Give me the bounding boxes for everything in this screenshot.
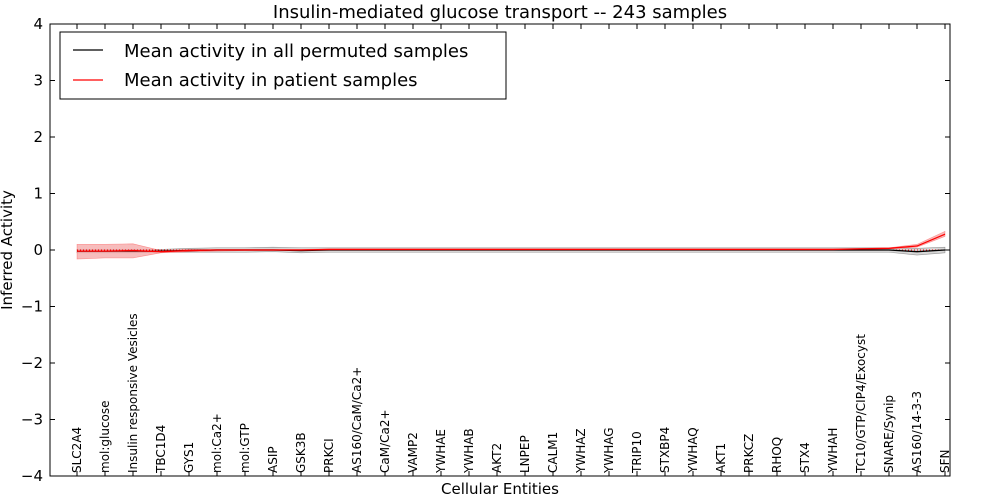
category-label: GYS1 xyxy=(182,442,196,473)
category-labels: SLC2A4 mol:glucose Insulin responsive Vesi… xyxy=(70,313,952,474)
chart-title: Insulin-mediated glucose transport -- 24… xyxy=(273,2,727,23)
category-label: CALM1 xyxy=(546,432,560,473)
category-label: YWHAH xyxy=(826,428,840,474)
category-label: TBC1D4 xyxy=(154,425,168,474)
category-label: Insulin responsive Vesicles xyxy=(126,313,140,473)
y-tick-label: 2 xyxy=(33,128,43,146)
y-tick-label: 0 xyxy=(33,241,43,259)
series-lines xyxy=(77,233,946,253)
y-tick-label: −4 xyxy=(21,467,43,485)
x-axis-ticks xyxy=(76,24,946,476)
category-label: TC10/GTP/CIP4/Exocyst xyxy=(854,334,868,474)
category-label: STX4 xyxy=(798,442,812,473)
y-tick-label: −3 xyxy=(21,411,43,429)
y-axis-label: Inferred Activity xyxy=(0,190,16,310)
confidence-bands xyxy=(76,230,946,260)
y-tick-label: −2 xyxy=(21,354,43,372)
category-label: VAMP2 xyxy=(406,432,420,473)
category-label: AS160/CaM/Ca2+ xyxy=(350,367,364,473)
category-label: AKT1 xyxy=(714,443,728,473)
category-label: PRKCZ xyxy=(742,434,756,473)
category-label: PRKCI xyxy=(322,438,336,473)
category-label: TRIP10 xyxy=(630,431,644,474)
category-label: mol:GTP xyxy=(238,423,252,473)
y-tick-label: 4 xyxy=(33,15,43,33)
category-label: STXBP4 xyxy=(658,427,672,473)
category-label: YWHAB xyxy=(462,428,476,474)
category-label: SNARE/Synip xyxy=(882,395,896,473)
legend: Mean activity in all permuted samples Me… xyxy=(59,31,507,100)
category-label: SFN xyxy=(938,450,952,474)
y-axis-ticks: −4 −3 −2 −1 0 1 2 3 4 xyxy=(21,15,950,485)
line-series-1 xyxy=(77,233,946,253)
legend-box xyxy=(59,31,507,100)
legend-label-permuted: Mean activity in all permuted samples xyxy=(124,41,468,62)
category-label: AS160/14-3-3 xyxy=(910,391,924,473)
y-tick-label: 1 xyxy=(33,185,43,203)
legend-label-patient: Mean activity in patient samples xyxy=(124,70,418,91)
category-label: LNPEP xyxy=(518,435,532,473)
category-label: YWHAZ xyxy=(574,428,588,474)
category-label: RHOQ xyxy=(770,437,784,473)
category-label: YWHAG xyxy=(602,427,616,474)
category-label: mol:glucose xyxy=(98,400,112,473)
category-label: mol:Ca2+ xyxy=(210,413,224,473)
y-tick-label: 3 xyxy=(33,72,43,90)
category-label: CaM/Ca2+ xyxy=(378,409,392,473)
category-label: SLC2A4 xyxy=(70,427,84,473)
y-tick-label: −1 xyxy=(21,298,43,316)
category-label: AKT2 xyxy=(490,443,504,473)
category-label: GSK3B xyxy=(294,432,308,473)
category-label: YWHAE xyxy=(434,429,448,474)
category-label: YWHAQ xyxy=(686,427,700,474)
category-label: ASIP xyxy=(266,446,280,473)
band-series-1 xyxy=(76,230,946,260)
x-axis-label: Cellular Entities xyxy=(441,480,559,498)
